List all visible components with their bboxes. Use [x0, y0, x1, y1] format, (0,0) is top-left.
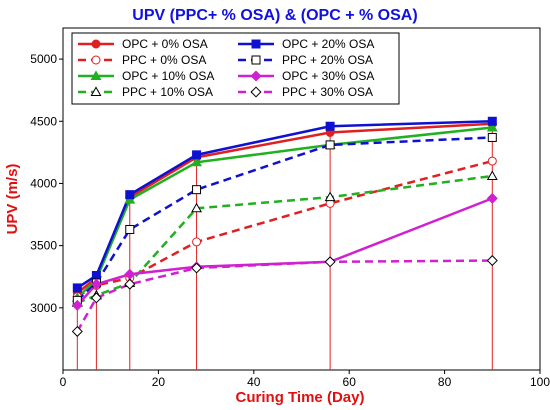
data-point-opc-20-osa [72, 283, 82, 293]
data-point-opc-10-osa [486, 121, 498, 132]
data-point-opc-20-osa [125, 190, 135, 200]
data-point-ppc-30-osa [124, 278, 136, 290]
legend-label-opc-0-osa: OPC + 0% OSA [122, 37, 208, 51]
legend-marker-ppc-10-osa [90, 86, 102, 96]
x-tick-label: 100 [530, 375, 550, 389]
data-point-ppc-30-osa [486, 255, 498, 267]
data-point-ppc-30-osa [71, 325, 83, 337]
legend-label-opc-30-osa: OPC + 30% OSA [282, 69, 374, 83]
data-point-opc-20-osa [91, 270, 101, 280]
legend-marker-opc-30-osa [250, 70, 262, 82]
y-tick-label: 3500 [30, 239, 57, 253]
x-axis-label: Curing Time (Day) [236, 389, 365, 406]
data-point-ppc-0-osa [192, 237, 202, 247]
chart-title: UPV (PPC+ % OSA) & (OPC + % OSA) [132, 7, 417, 24]
data-point-opc-30-osa [486, 192, 498, 204]
y-axis-ticks: 3000 3500 4000 4500 5000 [30, 52, 63, 315]
legend-label-ppc-0-osa: PPC + 0% OSA [122, 53, 206, 67]
legend-box [71, 32, 400, 105]
x-tick-label: 60 [343, 375, 357, 389]
data-point-opc-10-osa [191, 156, 203, 167]
data-point-ppc-20-osa [325, 140, 335, 150]
y-tick-label: 4000 [30, 176, 57, 190]
legend-marker-ppc-20-osa [251, 55, 261, 65]
legend-label-ppc-30-osa: PPC + 30% OSA [282, 85, 373, 99]
data-point-ppc-10-osa [324, 191, 336, 202]
x-tick-label: 20 [152, 375, 166, 389]
data-point-opc-20-osa [487, 116, 497, 126]
data-point-ppc-20-osa [125, 224, 135, 234]
x-axis-ticks: 0 20 40 60 80 100 [60, 370, 550, 389]
legend-marker-opc-0-osa [91, 39, 101, 49]
data-point-ppc-30-osa [191, 262, 203, 274]
x-tick-label: 80 [438, 375, 452, 389]
data-point-ppc-30-osa [324, 256, 336, 268]
data-point-opc-30-osa [90, 278, 102, 290]
y-tick-label: 5000 [30, 52, 57, 66]
data-point-ppc-10-osa [191, 202, 203, 213]
series-markers [71, 116, 498, 337]
legend: OPC + 0% OSA OPC + 20% OSA PPC + 0% OSA PPC… [71, 32, 400, 105]
data-point-opc-20-osa [192, 150, 202, 160]
x-tick-label: 0 [60, 375, 67, 389]
data-point-ppc-0-osa [487, 156, 497, 166]
data-point-ppc-20-osa [487, 132, 497, 142]
y-tick-label: 3000 [30, 301, 57, 315]
x-tick-label: 40 [247, 375, 261, 389]
data-point-ppc-20-osa [192, 185, 202, 195]
series-line-ppc-30-osa [76, 259, 493, 333]
legend-marker-opc-20-osa [251, 39, 261, 49]
y-axis-label: UPV (m/s) [4, 164, 21, 235]
data-point-opc-30-osa [71, 299, 83, 311]
legend-label-ppc-20-osa: PPC + 20% OSA [282, 53, 373, 67]
data-point-ppc-10-osa [486, 170, 498, 180]
data-point-opc-20-osa [325, 121, 335, 131]
data-point-ppc-30-osa [90, 292, 102, 304]
y-tick-label: 4500 [30, 114, 57, 128]
legend-label-opc-20-osa: OPC + 20% OSA [282, 37, 374, 51]
legend-label-opc-10-osa: OPC + 10% OSA [122, 69, 214, 83]
legend-marker-opc-10-osa [90, 70, 102, 80]
legend-marker-ppc-0-osa [91, 55, 101, 65]
legend-marker-ppc-30-osa [250, 86, 262, 98]
legend-label-ppc-10-osa: PPC + 10% OSA [122, 85, 213, 99]
